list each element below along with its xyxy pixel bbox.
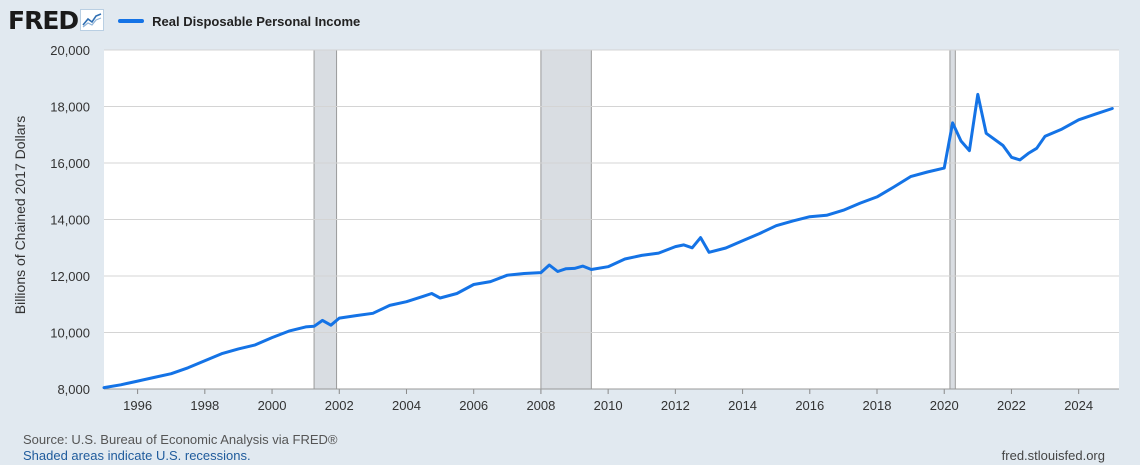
x-tick-label: 2016 — [795, 398, 824, 413]
y-tick-label: 8,000 — [57, 382, 90, 397]
x-tick-label: 2014 — [728, 398, 757, 413]
chart-header: FRED Real Disposable Personal Income — [8, 6, 360, 36]
site-credit[interactable]: fred.stlouisfed.org — [1001, 448, 1105, 463]
x-tick-label: 1998 — [190, 398, 219, 413]
x-tick-label: 2022 — [997, 398, 1026, 413]
x-tick-label: 2012 — [661, 398, 690, 413]
x-tick-label: 1996 — [123, 398, 152, 413]
x-tick-label: 2006 — [459, 398, 488, 413]
x-tick-label: 2018 — [863, 398, 892, 413]
y-tick-label: 18,000 — [50, 100, 90, 115]
y-tick-label: 10,000 — [50, 326, 90, 341]
y-tick-label: 20,000 — [50, 43, 90, 58]
series-line — [102, 92, 1114, 390]
y-tick-label: 12,000 — [50, 269, 90, 284]
x-tick-label: 2010 — [594, 398, 623, 413]
recession-note: Shaded areas indicate U.S. recessions. — [23, 448, 251, 463]
y-axis-label: Billions of Chained 2017 Dollars — [12, 115, 28, 315]
x-tick-label: 2020 — [930, 398, 959, 413]
fred-logo[interactable]: FRED — [8, 6, 79, 35]
x-tick-label: 2008 — [526, 398, 555, 413]
legend-label-series: Real Disposable Personal Income — [152, 13, 361, 29]
x-tick-label: 2000 — [258, 398, 287, 413]
source-note: Source: U.S. Bureau of Economic Analysis… — [23, 432, 338, 447]
y-tick-label: 16,000 — [50, 156, 90, 171]
legend: Real Disposable Personal Income — [118, 14, 360, 29]
fred-chart-icon — [80, 9, 105, 31]
legend-swatch — [118, 19, 145, 23]
x-tick-label: 2004 — [392, 398, 421, 413]
x-tick-label: 2024 — [1064, 398, 1093, 413]
x-tick-label: 2002 — [325, 398, 354, 413]
y-tick-label: 14,000 — [50, 213, 90, 228]
